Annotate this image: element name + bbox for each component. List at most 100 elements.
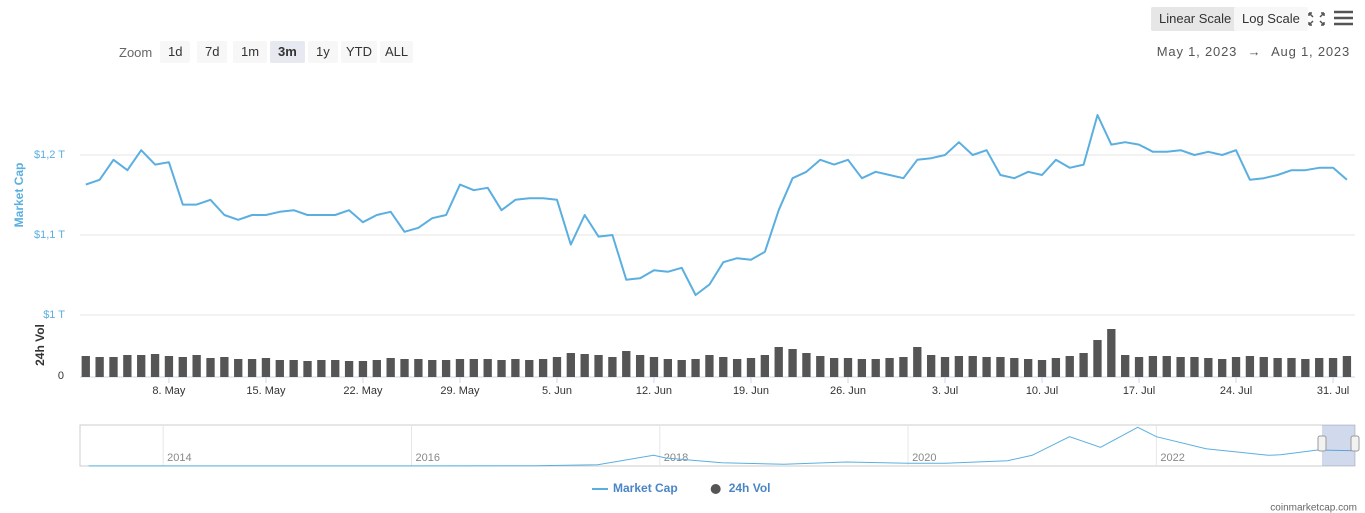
navigator-tick-label: 2018	[664, 452, 688, 464]
volume-bar	[1342, 356, 1352, 377]
volume-bar	[608, 357, 617, 377]
volume-bar	[1134, 357, 1144, 377]
scale-button[interactable]: Linear Scale	[1151, 7, 1240, 31]
x-tick-label: 15. May	[246, 385, 286, 397]
legend-item[interactable]: 24h Vol	[710, 481, 771, 495]
y-tick-label: $1,2 T	[34, 149, 65, 161]
date-range: May 1, 2023 → Aug 1, 2023	[1157, 44, 1350, 59]
volume-bar	[1162, 356, 1171, 377]
volume-bar	[816, 356, 825, 377]
scale-button[interactable]: Log Scale	[1234, 7, 1308, 31]
volume-bar	[1245, 356, 1255, 377]
volume-bar	[220, 357, 229, 377]
volume-bar	[954, 356, 964, 377]
volume-bar	[164, 356, 174, 377]
credit: coinmarketcap.com	[1270, 503, 1357, 513]
volume-bar	[414, 359, 423, 377]
navigator-tick-label: 2020	[912, 452, 936, 464]
volume-bar	[691, 359, 700, 377]
volume-bar	[372, 360, 381, 377]
volume-bar	[857, 359, 867, 377]
fullscreen-icon[interactable]	[1308, 12, 1325, 26]
volume-bar	[123, 355, 132, 377]
volume-bar	[1328, 358, 1338, 377]
volume-bar	[1065, 356, 1074, 377]
y2-axis-title: 24h Vol	[33, 324, 47, 366]
zoom-button[interactable]: 3m	[270, 41, 305, 63]
menu-icon[interactable]	[1334, 10, 1353, 26]
volume-bar	[137, 355, 146, 377]
volume-bar	[926, 355, 936, 377]
volume-bar	[275, 360, 284, 377]
zoom-button[interactable]: 1y	[308, 41, 338, 63]
volume-bar	[289, 360, 298, 377]
range-from[interactable]: May 1, 2023	[1156, 44, 1238, 59]
volume-bar	[552, 357, 562, 377]
volume-bar	[996, 357, 1005, 377]
volume-bar	[635, 355, 645, 377]
x-tick-label: 17. Jul	[1123, 385, 1155, 397]
volume-bar	[525, 360, 534, 377]
volume-bar	[1259, 357, 1268, 377]
zoom-button[interactable]: 7d	[197, 41, 228, 63]
volume-bar	[178, 357, 187, 377]
volume-bar	[428, 360, 437, 377]
volume-bar	[1315, 358, 1324, 377]
volume-bar	[455, 359, 465, 377]
volume-bar	[441, 360, 451, 377]
navigator-tick-label: 2014	[167, 452, 191, 464]
volume-bar	[206, 358, 215, 377]
volume-bar	[968, 356, 977, 377]
zoom-button[interactable]: ALL	[380, 41, 414, 63]
y-tick-label: $1 T	[43, 309, 65, 321]
volume-bar	[247, 359, 257, 377]
market-cap-line	[85, 114, 1348, 296]
volume-bar	[885, 358, 894, 377]
volume-bar	[344, 361, 354, 377]
volume-bar	[1079, 353, 1088, 377]
range-to[interactable]: Aug 1, 2023	[1271, 44, 1350, 59]
volume-bar	[469, 359, 478, 377]
legend-item[interactable]: Market Cap	[592, 481, 678, 495]
x-tick-label: 10. Jul	[1026, 385, 1058, 397]
zoom-button[interactable]: 1m	[233, 41, 268, 63]
y-axis-title: Market Cap	[12, 163, 26, 228]
x-tick-label: 24. Jul	[1220, 385, 1252, 397]
volume-bar	[913, 347, 922, 377]
volume-bar	[1176, 357, 1185, 377]
legend-symbol	[710, 484, 721, 494]
volume-bar	[705, 355, 714, 377]
volume-bar	[774, 347, 783, 377]
zoom-button[interactable]: 1d	[160, 41, 191, 63]
navigator-line	[88, 426, 1356, 467]
volume-bar	[81, 356, 90, 377]
legend-label: 24h Vol	[729, 481, 771, 495]
legend-label: Market Cap	[613, 481, 678, 495]
volume-bar	[483, 359, 492, 377]
volume-bar	[150, 354, 160, 377]
zoom-button[interactable]: YTD	[341, 41, 377, 63]
x-tick-label: 3. Jul	[932, 385, 958, 397]
volume-bar	[331, 360, 340, 377]
volume-bar	[95, 357, 104, 377]
x-tick-label: 29. May	[440, 385, 480, 397]
volume-bar	[1148, 356, 1158, 377]
volume-bar	[234, 359, 243, 377]
volume-bar	[732, 359, 742, 377]
x-tick-label: 22. May	[343, 385, 383, 397]
navigator-selection[interactable]	[1322, 425, 1355, 466]
volume-bar	[982, 357, 991, 377]
x-tick-label: 8. May	[152, 385, 186, 397]
navigator-handle[interactable]	[1317, 435, 1327, 452]
navigator-tick-label: 2016	[415, 452, 439, 464]
volume-bar	[192, 355, 201, 377]
volume-bar	[1107, 329, 1116, 377]
volume-bar	[497, 360, 506, 377]
volume-bar	[622, 351, 631, 377]
x-tick-label: 19. Jun	[733, 385, 769, 397]
volume-bar	[1121, 355, 1130, 377]
navigator-handle[interactable]	[1350, 435, 1360, 452]
volume-bar	[386, 358, 395, 377]
